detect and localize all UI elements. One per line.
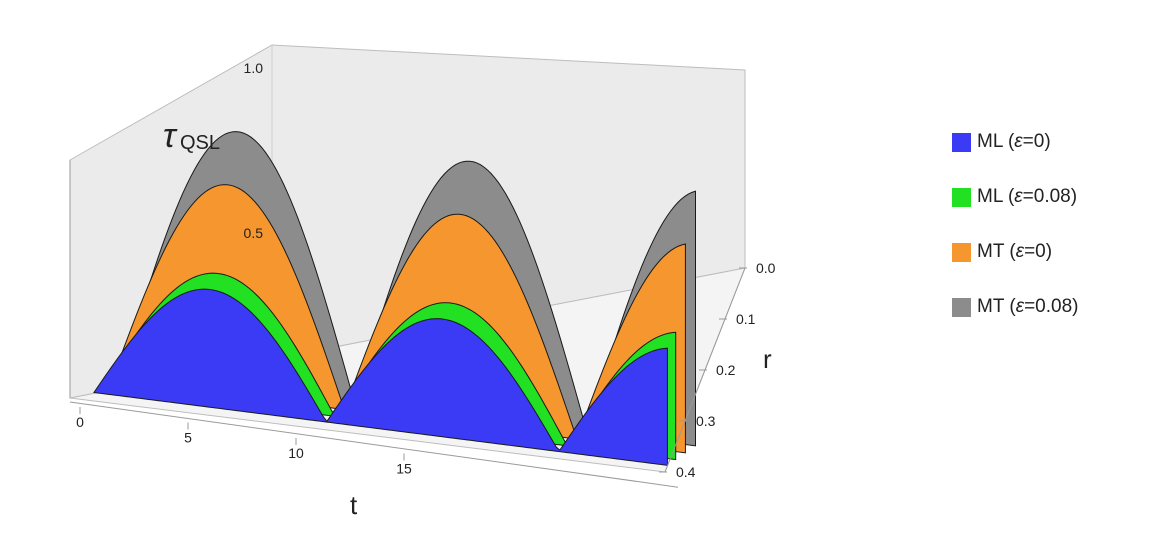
x-tick-label: 0 xyxy=(76,414,84,430)
z-tick-label: 0.5 xyxy=(244,225,264,241)
x-tick-label: 15 xyxy=(396,461,412,477)
y-tick-label: 0.3 xyxy=(696,413,716,429)
y-tick-label: 0.4 xyxy=(676,464,696,480)
y-tick-label: 0.0 xyxy=(756,260,776,276)
surface-plot: 0 5 10 15 0.0 0.1 0.2 0.3 0.4 0.5 1.0 τ QSL t r xyxy=(69,44,776,520)
legend-swatch xyxy=(952,242,971,262)
y-axis-label: r xyxy=(763,344,772,374)
y-tick-label: 0.2 xyxy=(716,362,736,378)
legend-label: ML (ε=0.08) xyxy=(977,186,1078,207)
x-axis-label: t xyxy=(350,490,358,520)
legend-item: ML (ε=0) xyxy=(952,128,1078,156)
legend-swatch xyxy=(952,132,971,152)
legend-item: MT (ε=0.08) xyxy=(952,293,1078,321)
legend-swatch xyxy=(952,297,971,317)
surface-layer xyxy=(93,288,668,466)
x-axis-line xyxy=(69,401,679,488)
z-axis-label: τ xyxy=(163,117,178,155)
legend: ML (ε=0) ML (ε=0.08) MT (ε=0) MT (ε=0.08… xyxy=(952,128,1078,348)
legend-label: MT (ε=0.08) xyxy=(977,296,1079,317)
ticks: 0 5 10 15 0.0 0.1 0.2 0.3 0.4 0.5 1.0 xyxy=(76,60,776,480)
x-tick-label: 10 xyxy=(288,445,304,461)
legend-swatch xyxy=(952,187,971,207)
z-tick-label: 1.0 xyxy=(244,60,264,76)
legend-item: ML (ε=0.08) xyxy=(952,183,1078,211)
surfaces xyxy=(93,131,696,466)
x-tick-label: 5 xyxy=(184,430,192,446)
legend-label: MT (ε=0) xyxy=(977,241,1053,262)
axes xyxy=(69,160,747,488)
y-tick-label: 0.1 xyxy=(736,311,756,327)
legend-label: ML (ε=0) xyxy=(977,131,1051,152)
legend-item: MT (ε=0) xyxy=(952,238,1078,266)
z-axis-label-sub: QSL xyxy=(180,132,220,154)
